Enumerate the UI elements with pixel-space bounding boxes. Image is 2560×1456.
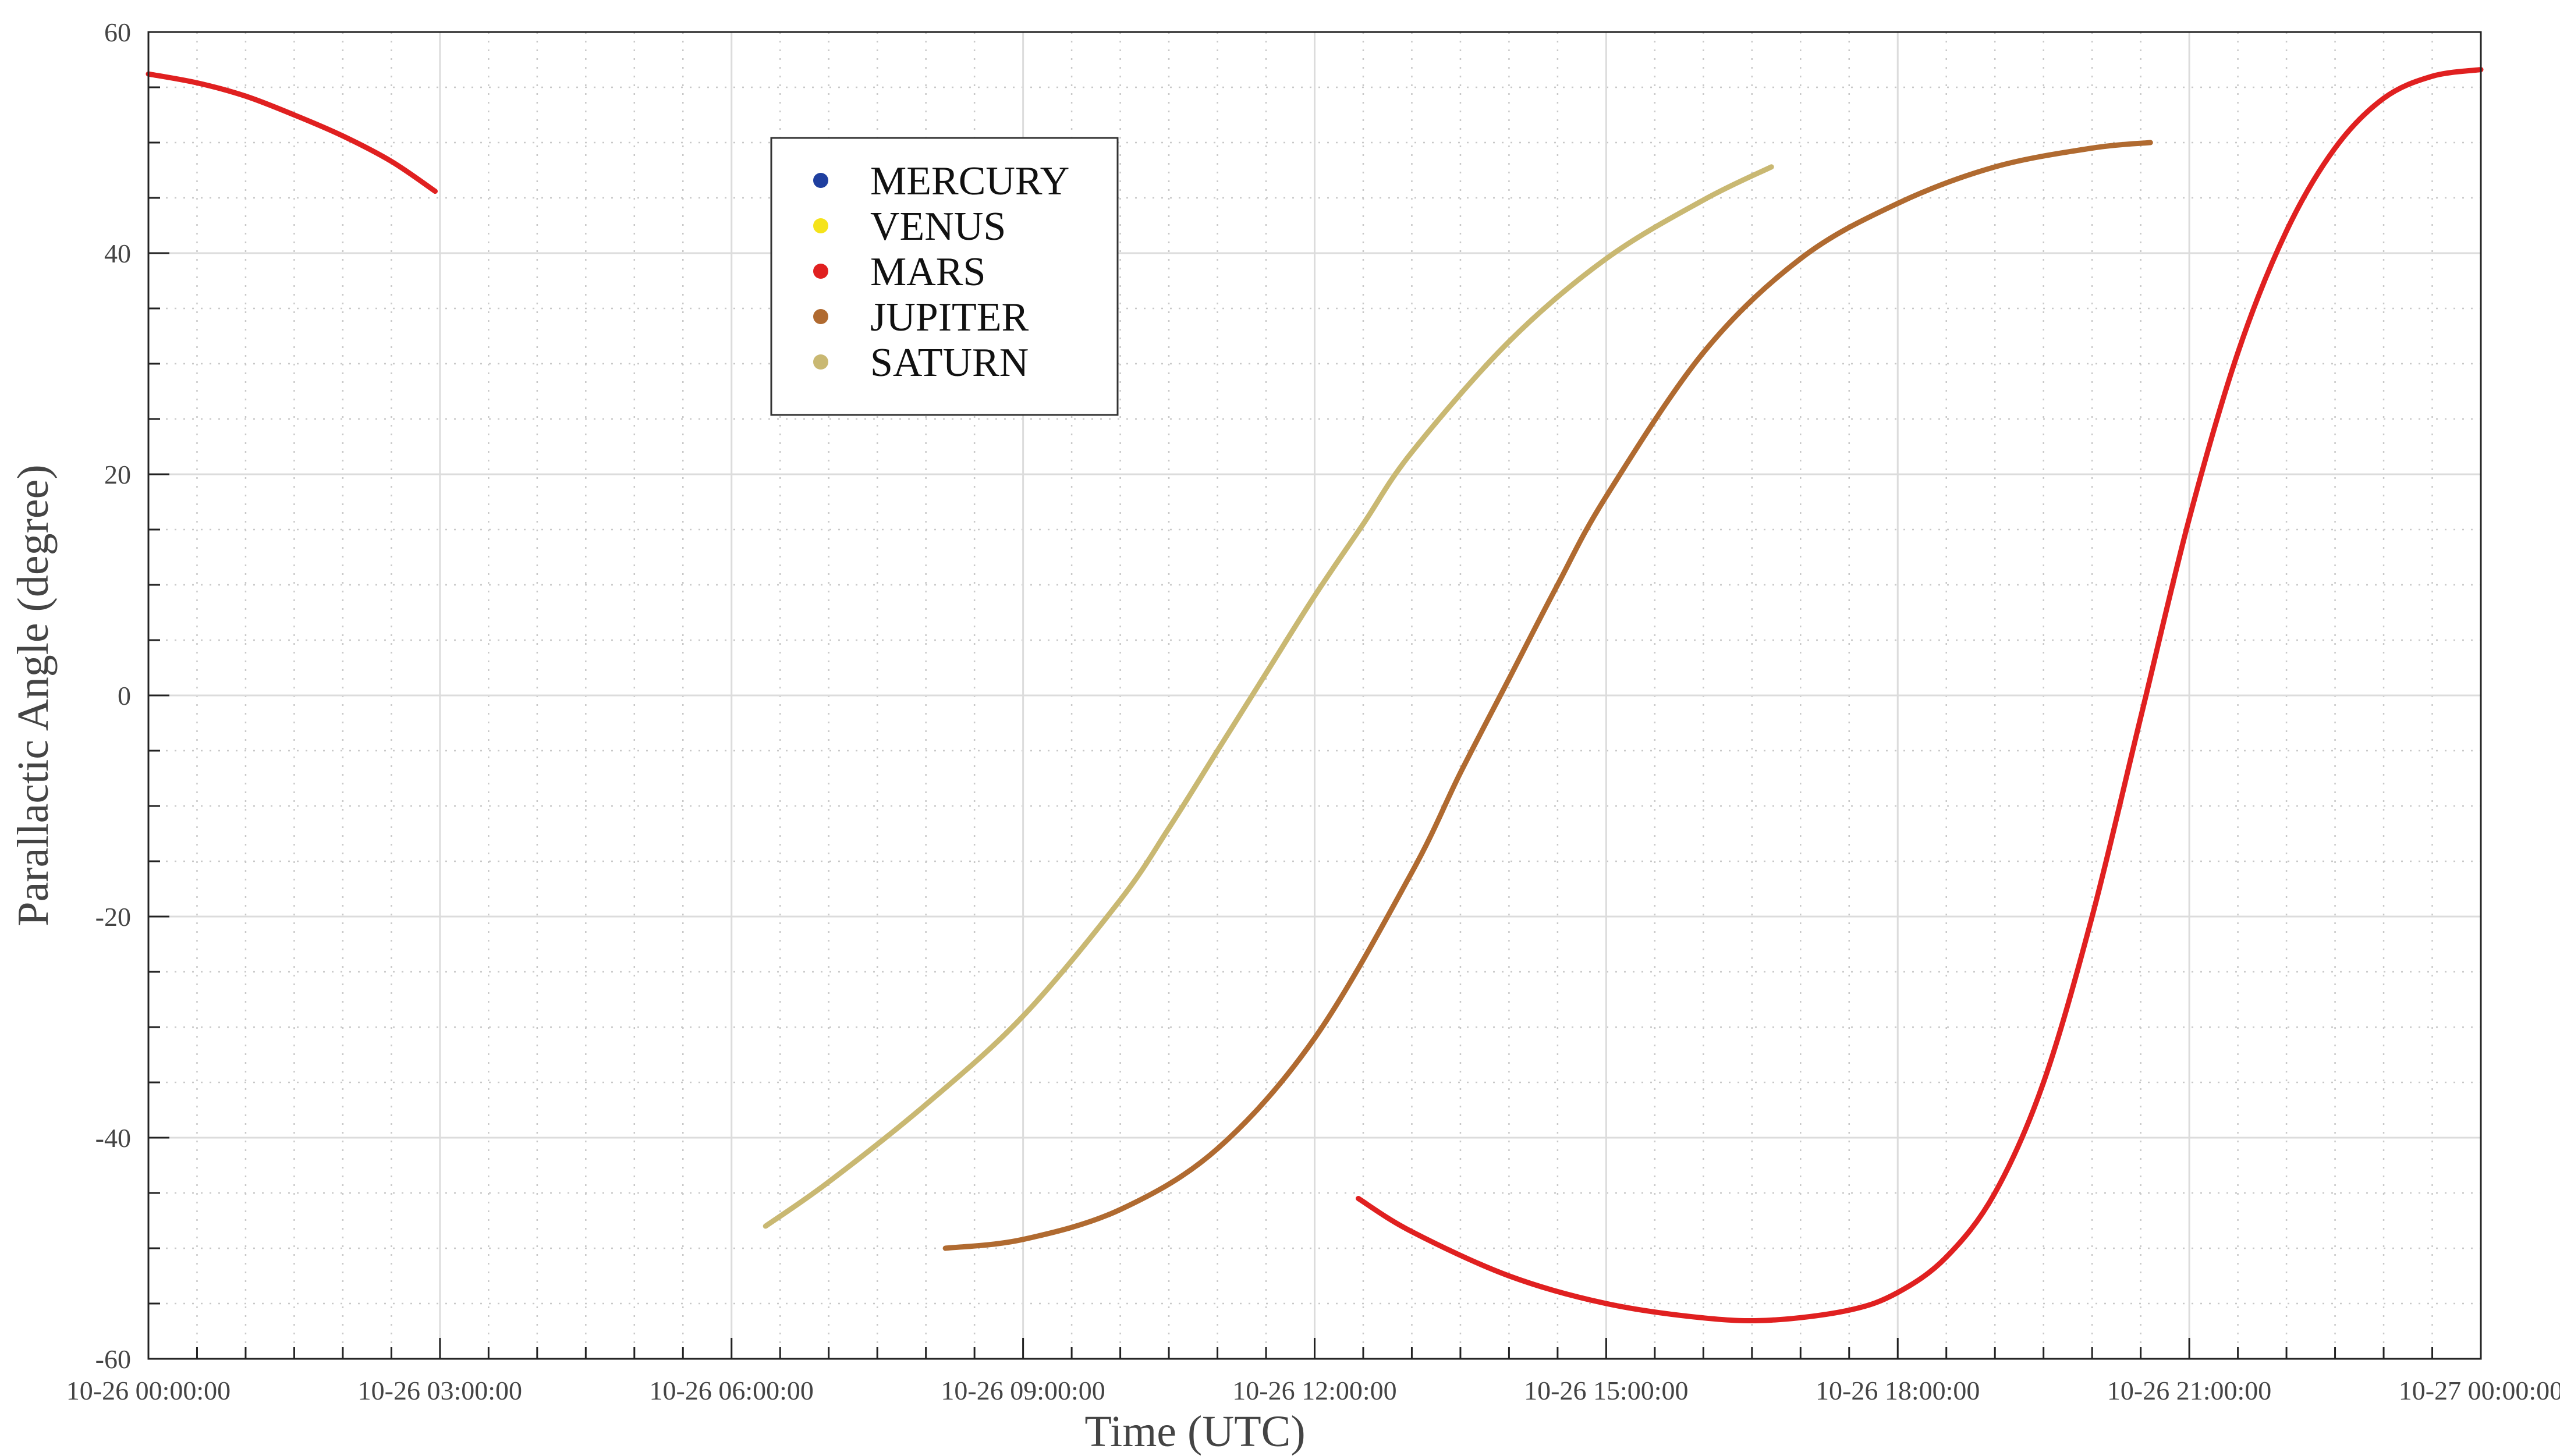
legend-marker-mars: [813, 264, 828, 279]
legend-label-mars: MARS: [870, 250, 985, 294]
x-tick-label: 10-26 00:00:00: [66, 1376, 231, 1405]
y-tick-label: 60: [104, 17, 131, 47]
legend-label-mercury: MERCURY: [870, 159, 1069, 204]
legend-marker-venus: [813, 218, 828, 233]
x-tick-label: 10-26 03:00:00: [358, 1376, 522, 1405]
y-tick-labels: 60 40 20 0 -20 -40 -60: [95, 17, 131, 1374]
x-tick-label: 10-27 00:00:00: [2399, 1376, 2560, 1405]
y-tick-label: -20: [95, 902, 131, 932]
y-tick-label: -40: [95, 1123, 131, 1153]
major-gridlines: [147, 31, 2482, 1360]
x-tick-label: 10-26 21:00:00: [2107, 1376, 2271, 1405]
series-line-mars-2: [1356, 67, 2484, 1324]
y-tick-label: 40: [104, 239, 131, 268]
series-line-mars-1: [146, 71, 438, 194]
x-tick-label: 10-26 09:00:00: [941, 1376, 1105, 1405]
x-tick-label: 10-26 15:00:00: [1524, 1376, 1688, 1405]
x-tick-labels: 10-26 00:00:00 10-26 03:00:00 10-26 06:00:…: [66, 1376, 2560, 1405]
legend-label-venus: VENUS: [870, 204, 1006, 249]
y-tick-label: 0: [118, 681, 131, 711]
axis-ticks: [147, 31, 2482, 1360]
legend-label-jupiter: JUPITER: [870, 295, 1029, 340]
legend-label-saturn: SATURN: [870, 340, 1029, 385]
x-tick-label: 10-26 18:00:00: [1816, 1376, 1980, 1405]
legend-marker-jupiter: [813, 309, 828, 324]
series-line-saturn-1: [763, 164, 1774, 1229]
x-tick-label: 10-26 12:00:00: [1232, 1376, 1396, 1405]
series-line-jupiter-1: [942, 140, 2153, 1251]
y-tick-label: 20: [104, 460, 131, 489]
legend-marker-mercury: [813, 173, 828, 188]
series-lines: [146, 67, 2484, 1324]
legend-marker-saturn: [813, 354, 828, 370]
y-axis-title: Parallactic Angle (degree): [9, 464, 58, 926]
x-axis-title: Time (UTC): [1084, 1407, 1305, 1456]
y-tick-label: -60: [95, 1344, 131, 1374]
legend-box: [770, 137, 1119, 416]
x-tick-label: 10-26 06:00:00: [650, 1376, 814, 1405]
